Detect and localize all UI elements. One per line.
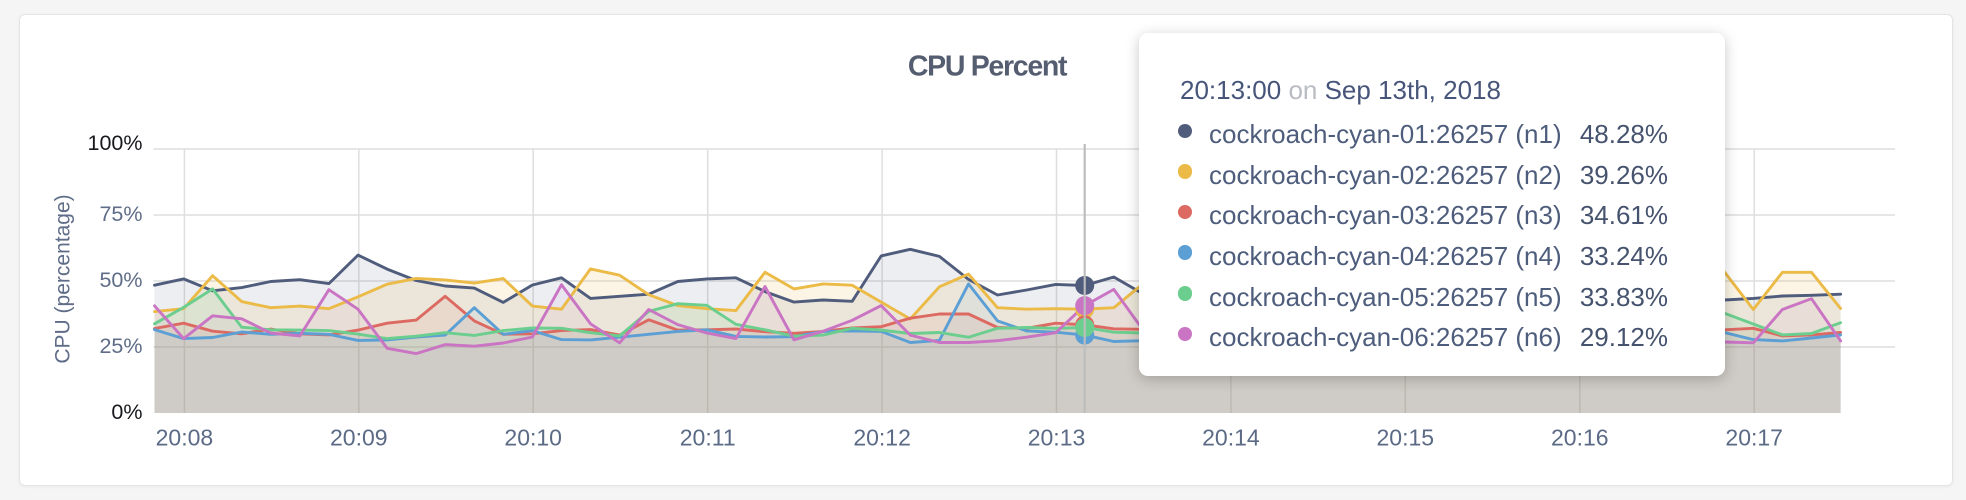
svg-text:20:13: 20:13 [1028,425,1086,451]
svg-text:20:11: 20:11 [680,425,736,451]
svg-text:20:09: 20:09 [330,425,388,451]
svg-text:CPU (percentage): CPU (percentage) [52,194,75,363]
svg-text:20:12: 20:12 [853,425,911,451]
svg-text:75%: 75% [99,202,142,226]
svg-text:20:17: 20:17 [1725,425,1783,451]
svg-text:20:08: 20:08 [156,425,214,451]
svg-text:0%: 0% [111,400,142,424]
svg-text:100%: 100% [88,131,143,155]
svg-text:25%: 25% [99,334,142,358]
svg-text:50%: 50% [99,268,142,292]
svg-text:20:10: 20:10 [504,425,562,451]
svg-text:CPU Percent: CPU Percent [908,51,1068,83]
svg-text:20:16: 20:16 [1551,425,1609,451]
svg-text:20:14: 20:14 [1202,425,1260,451]
svg-text:20:15: 20:15 [1377,425,1435,451]
